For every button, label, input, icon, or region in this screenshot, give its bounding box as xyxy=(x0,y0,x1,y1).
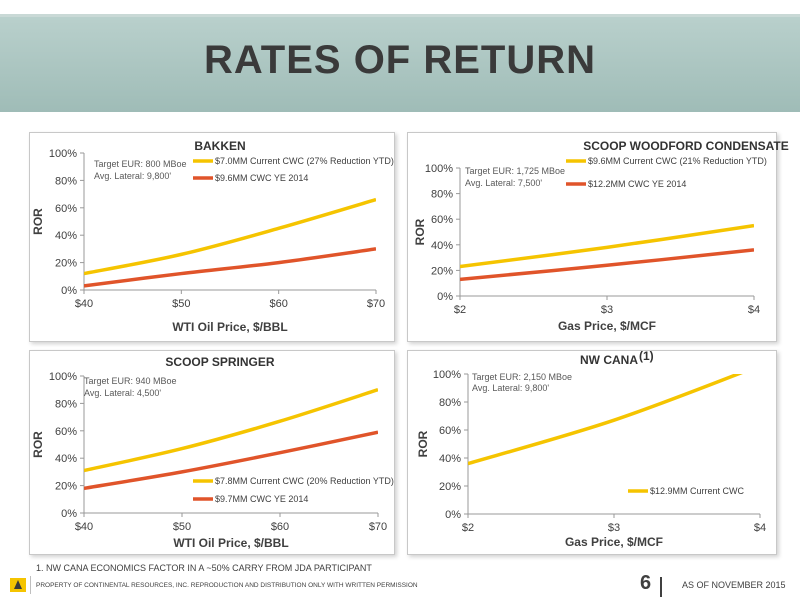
chart-scoop-woodford-condensate: SCOOP WOODFORD CONDENSATE 0% 20% 40% 60% 80% 1… xyxy=(413,139,789,333)
chart-nw-cana: NW CANA (1) 0% 20% 40% 60% 80% 100% $2 $3 $4 ROR Gas… xyxy=(416,349,766,549)
series-line-9-6mm-cwc-ye-2014 xyxy=(84,247,376,288)
x-tick-label: $70 xyxy=(369,521,387,533)
page-number: 6 xyxy=(640,572,652,594)
y-tick-label: 60% xyxy=(431,214,453,226)
legend-label: $9.6MM CWC YE 2014 xyxy=(215,173,308,183)
annotation-note: Avg. Lateral: 7,500' xyxy=(465,178,542,188)
y-axis-label: ROR xyxy=(416,430,430,457)
y-tick-label: 100% xyxy=(425,163,453,175)
y-tick-label: 60% xyxy=(439,425,461,437)
footnote: 1. NW CANA ECONOMICS FACTOR IN A ~50% CA… xyxy=(36,563,372,573)
x-tick-label: $40 xyxy=(75,521,93,533)
x-tick-label: $50 xyxy=(172,298,190,310)
annotation-note: Avg. Lateral: 4,500' xyxy=(84,388,161,398)
chart-title: SCOOP WOODFORD CONDENSATE xyxy=(583,139,789,153)
title-banner xyxy=(0,17,800,112)
annotation-note: Target EUR: 1,725 MBoe xyxy=(465,166,565,176)
chart-title: BAKKEN xyxy=(194,139,245,153)
y-axis-label: ROR xyxy=(31,431,45,458)
y-tick-label: 40% xyxy=(55,230,77,242)
copyright-notice: PROPERTY OF CONTINENTAL RESOURCES, INC. … xyxy=(36,582,418,589)
chart-title-superscript: (1) xyxy=(639,349,654,363)
chart-panel-bakken: BAKKEN 0% 20% 40% 60% 80% 100% $40 $50 $60 $70 ROR W… xyxy=(29,132,395,342)
legend-label: $12.2MM CWC YE 2014 xyxy=(588,179,686,189)
y-tick-label: 60% xyxy=(55,203,77,215)
chart-title: NW CANA xyxy=(580,353,638,367)
chart-bakken: BAKKEN 0% 20% 40% 60% 80% 100% $40 $50 $60 $70 ROR W… xyxy=(31,139,394,334)
x-tick-label: $2 xyxy=(462,522,474,534)
y-tick-label: 100% xyxy=(49,371,77,383)
x-axis-label: Gas Price, $/MCF xyxy=(565,535,663,549)
chart-panel-nw-cana: NW CANA (1) 0% 20% 40% 60% 80% 100% $2 $3 $4 ROR Gas… xyxy=(407,349,777,555)
y-tick-label: 40% xyxy=(55,453,77,465)
x-tick-label: $60 xyxy=(271,521,289,533)
x-axis-label: WTI Oil Price, $/BBL xyxy=(172,320,287,334)
y-tick-label: 20% xyxy=(55,481,77,493)
y-tick-label: 100% xyxy=(433,369,461,381)
date-label: AS OF NOVEMBER 2015 xyxy=(682,580,786,590)
y-tick-label: 0% xyxy=(61,285,77,297)
series-line-7-8mm-current-cwc-20-reduction-ytd xyxy=(84,388,378,473)
series-line-7-0mm-current-cwc-27-reduction-ytd xyxy=(84,197,376,276)
x-tick-label: $40 xyxy=(75,298,93,310)
x-tick-label: $3 xyxy=(601,304,613,316)
legend-label: $9.7MM CWC YE 2014 xyxy=(215,494,308,504)
x-tick-label: $2 xyxy=(454,304,466,316)
page-number-divider xyxy=(660,577,662,597)
x-axis-label: WTI Oil Price, $/BBL xyxy=(173,536,288,550)
y-tick-label: 100% xyxy=(49,148,77,160)
y-tick-label: 80% xyxy=(55,398,77,410)
y-tick-label: 0% xyxy=(445,509,461,521)
annotation-note: Target EUR: 940 MBoe xyxy=(84,376,177,386)
annotation-note: Avg. Lateral: 9,800' xyxy=(94,171,171,181)
y-tick-label: 0% xyxy=(437,291,453,303)
footer-divider xyxy=(30,576,31,594)
x-tick-label: $4 xyxy=(754,522,766,534)
legend-label: $12.9MM Current CWC xyxy=(650,486,745,496)
x-tick-label: $50 xyxy=(173,521,191,533)
y-tick-label: 80% xyxy=(431,189,453,201)
legend-label: $7.0MM Current CWC (27% Reduction YTD) xyxy=(215,156,394,166)
y-axis-label: ROR xyxy=(413,218,427,245)
y-tick-label: 20% xyxy=(55,258,77,270)
series-line-9-7mm-cwc-ye-2014 xyxy=(84,430,378,491)
annotation-note: Target EUR: 2,150 MBoe xyxy=(472,372,572,382)
x-tick-label: $3 xyxy=(608,522,620,534)
chart-panel-scoop-woodford-condensate: SCOOP WOODFORD CONDENSATE 0% 20% 40% 60% 80% 1… xyxy=(407,132,789,342)
y-tick-label: 20% xyxy=(439,481,461,493)
series-line-9-6mm-current-cwc-21-reduction-ytd xyxy=(460,223,754,269)
x-tick-label: $4 xyxy=(748,304,760,316)
chart-panel-scoop-springer: SCOOP SPRINGER 0% 20% 40% 60% 80% 100% $40 $50 $6… xyxy=(29,350,395,555)
y-tick-label: 40% xyxy=(439,453,461,465)
y-tick-label: 80% xyxy=(439,397,461,409)
chart-title: SCOOP SPRINGER xyxy=(165,355,274,369)
x-tick-label: $70 xyxy=(367,298,385,310)
header-top-rule xyxy=(0,14,800,17)
annotation-note: Target EUR: 800 MBoe xyxy=(94,159,187,169)
x-axis-label: Gas Price, $/MCF xyxy=(558,319,656,333)
annotation-note: Avg. Lateral: 9,800' xyxy=(472,383,549,393)
y-tick-label: 0% xyxy=(61,508,77,520)
chart-scoop-springer: SCOOP SPRINGER 0% 20% 40% 60% 80% 100% $40 $50 $6… xyxy=(31,355,394,550)
y-tick-label: 20% xyxy=(431,265,453,277)
y-tick-label: 40% xyxy=(431,240,453,252)
legend-label: $7.8MM Current CWC (20% Reduction YTD) xyxy=(215,476,394,486)
series-line-12-2mm-cwc-ye-2014 xyxy=(460,248,754,282)
y-tick-label: 60% xyxy=(55,426,77,438)
y-axis-label: ROR xyxy=(31,208,45,235)
company-logo-icon xyxy=(10,578,26,592)
page-title: RATES OF RETURN xyxy=(203,38,597,82)
y-tick-label: 80% xyxy=(55,175,77,187)
legend-label: $9.6MM Current CWC (21% Reduction YTD) xyxy=(588,156,767,166)
x-tick-label: $60 xyxy=(269,298,287,310)
